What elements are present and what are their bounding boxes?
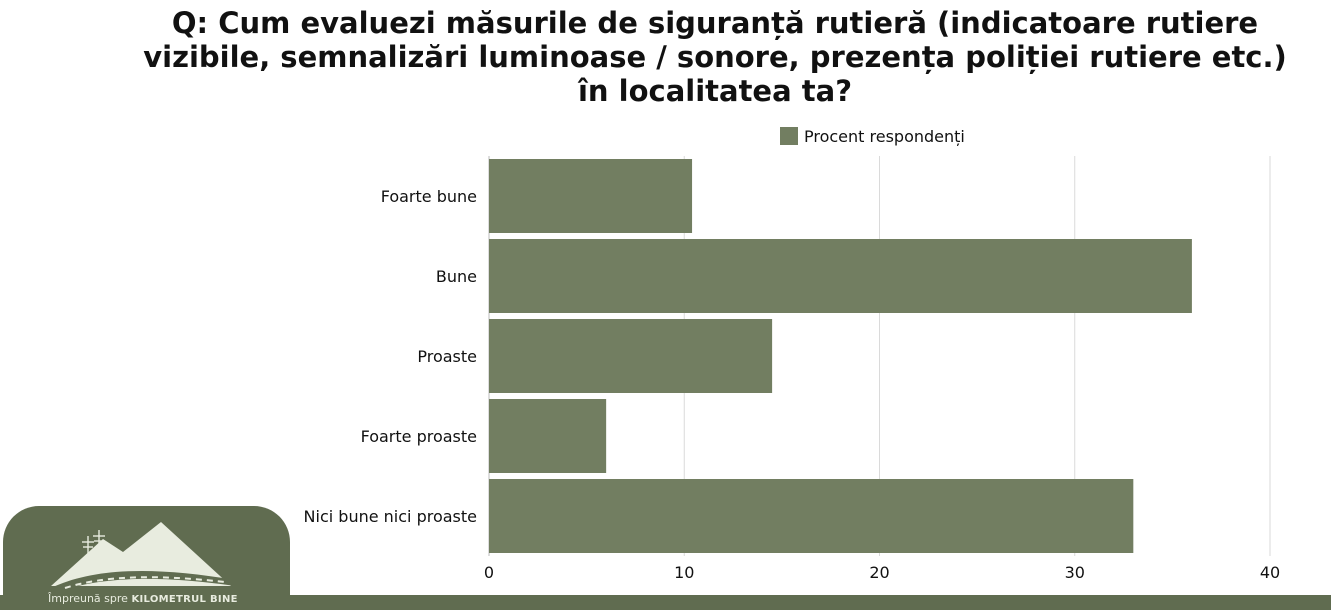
logo-tagline-brand: KILOMETRUL BINE <box>131 594 238 605</box>
brand-logo: Împreună spre KILOMETRUL BINE <box>3 506 290 610</box>
x-tick-label: 40 <box>1260 563 1280 582</box>
bar <box>489 479 1134 553</box>
y-category-label: Proaste <box>417 347 477 366</box>
x-tick-label: 0 <box>484 563 494 582</box>
mountain-road-icon <box>51 522 235 592</box>
logo-tagline: Împreună spre KILOMETRUL BINE <box>48 592 238 605</box>
x-tick-label: 10 <box>674 563 694 582</box>
y-category-label: Nici bune nici proaste <box>304 507 477 526</box>
x-tick-label: 30 <box>1065 563 1085 582</box>
bar <box>489 319 773 393</box>
footer-bar <box>0 595 1331 610</box>
y-category-label: Foarte proaste <box>361 427 477 446</box>
bar <box>489 399 607 473</box>
bar <box>489 239 1192 313</box>
legend-label: Procent respondenți <box>804 127 965 146</box>
y-category-label: Bune <box>436 267 477 286</box>
bar <box>489 159 693 233</box>
logo-tagline-prefix: Împreună spre <box>48 592 128 605</box>
chart-title: Q: Cum evaluezi măsurile de siguranță ru… <box>143 6 1287 108</box>
y-category-label: Foarte bune <box>381 187 477 206</box>
x-tick-label: 20 <box>869 563 889 582</box>
legend-swatch <box>780 127 798 145</box>
